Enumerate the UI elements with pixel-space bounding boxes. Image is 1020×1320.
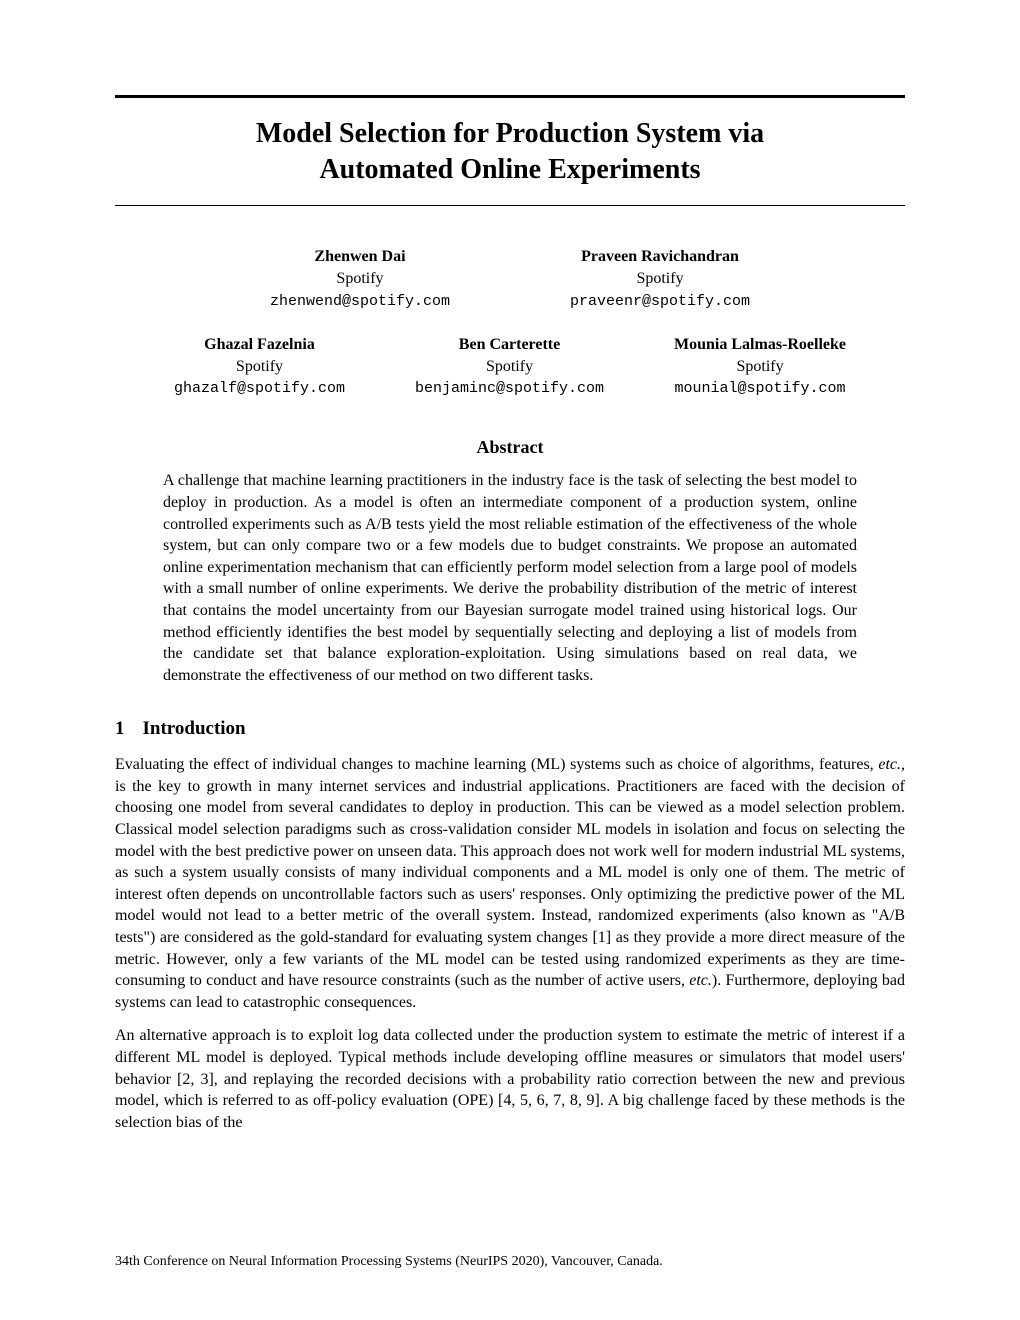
intro-paragraph-2: An alternative approach is to exploit lo…	[115, 1025, 905, 1133]
author-name: Ben Carterette	[415, 334, 604, 356]
para-text: Evaluating the effect of individual chan…	[115, 756, 878, 773]
author-block: Ben Carterette Spotify benjaminc@spotify…	[415, 334, 604, 400]
author-affiliation: Spotify	[674, 356, 846, 378]
abstract-text: A challenge that machine learning practi…	[163, 470, 857, 686]
intro-paragraph-1: Evaluating the effect of individual chan…	[115, 754, 905, 1013]
author-block: Zhenwen Dai Spotify zhenwend@spotify.com	[270, 246, 450, 312]
author-email: ghazalf@spotify.com	[174, 378, 345, 399]
title-line-2: Automated Online Experiments	[319, 154, 700, 185]
author-block: Ghazal Fazelnia Spotify ghazalf@spotify.…	[174, 334, 345, 400]
author-email: praveenr@spotify.com	[570, 291, 750, 312]
author-email: benjaminc@spotify.com	[415, 378, 604, 399]
top-rule	[115, 95, 905, 98]
author-name: Zhenwen Dai	[270, 246, 450, 268]
author-block: Mounia Lalmas-Roelleke Spotify mounial@s…	[674, 334, 846, 400]
author-affiliation: Spotify	[270, 268, 450, 290]
author-email: mounial@spotify.com	[674, 378, 846, 399]
title-line-1: Model Selection for Production System vi…	[256, 118, 764, 149]
italic-etc: etc.	[689, 972, 712, 989]
section-heading: 1 Introduction	[115, 718, 905, 740]
author-email: zhenwend@spotify.com	[270, 291, 450, 312]
italic-etc: etc.	[878, 756, 901, 773]
author-name: Mounia Lalmas-Roelleke	[674, 334, 846, 356]
author-block: Praveen Ravichandran Spotify praveenr@sp…	[570, 246, 750, 312]
section-number: 1	[115, 718, 125, 740]
author-name: Praveen Ravichandran	[570, 246, 750, 268]
section-title: Introduction	[143, 718, 246, 739]
author-affiliation: Spotify	[415, 356, 604, 378]
author-affiliation: Spotify	[570, 268, 750, 290]
author-name: Ghazal Fazelnia	[174, 334, 345, 356]
authors-row-1: Zhenwen Dai Spotify zhenwend@spotify.com…	[115, 246, 905, 312]
authors-row-2: Ghazal Fazelnia Spotify ghazalf@spotify.…	[115, 334, 905, 400]
abstract-heading: Abstract	[115, 437, 905, 458]
author-affiliation: Spotify	[174, 356, 345, 378]
paper-title: Model Selection for Production System vi…	[115, 116, 905, 189]
para-text: , is the key to growth in many internet …	[115, 756, 905, 989]
title-rule	[115, 205, 905, 206]
conference-footer: 34th Conference on Neural Information Pr…	[115, 1254, 663, 1270]
